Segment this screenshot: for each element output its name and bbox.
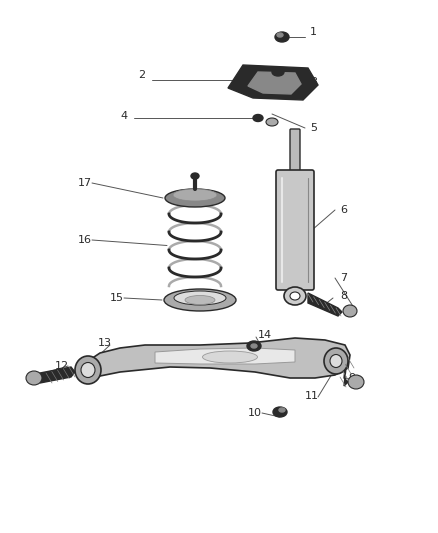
Ellipse shape — [75, 356, 101, 384]
FancyBboxPatch shape — [290, 129, 300, 176]
Text: 13: 13 — [98, 338, 112, 348]
Ellipse shape — [275, 32, 289, 42]
Ellipse shape — [191, 173, 199, 179]
Ellipse shape — [284, 287, 306, 305]
Text: 12: 12 — [55, 361, 69, 371]
Ellipse shape — [324, 348, 348, 374]
Text: 5: 5 — [310, 123, 317, 133]
Ellipse shape — [247, 341, 261, 351]
Ellipse shape — [273, 407, 287, 417]
Ellipse shape — [277, 33, 283, 37]
Text: 14: 14 — [258, 330, 272, 340]
Ellipse shape — [343, 305, 357, 317]
Polygon shape — [248, 72, 301, 94]
Ellipse shape — [279, 408, 285, 412]
Ellipse shape — [164, 289, 236, 311]
Ellipse shape — [202, 351, 258, 363]
Text: 3: 3 — [310, 77, 317, 87]
Text: 17: 17 — [78, 178, 92, 188]
Ellipse shape — [348, 375, 364, 389]
Polygon shape — [228, 65, 318, 100]
Ellipse shape — [290, 292, 300, 300]
Text: 15: 15 — [110, 293, 124, 303]
Ellipse shape — [173, 189, 217, 201]
Text: 9: 9 — [348, 373, 355, 383]
Text: 2: 2 — [138, 70, 145, 80]
Ellipse shape — [185, 295, 215, 304]
FancyBboxPatch shape — [276, 170, 314, 290]
Text: 16: 16 — [78, 235, 92, 245]
Polygon shape — [80, 338, 350, 378]
Ellipse shape — [165, 189, 225, 207]
Ellipse shape — [81, 362, 95, 377]
Text: 10: 10 — [248, 408, 262, 418]
Polygon shape — [344, 358, 348, 386]
Text: 4: 4 — [120, 111, 127, 121]
Ellipse shape — [330, 354, 342, 367]
Text: 11: 11 — [305, 391, 319, 401]
Text: 1: 1 — [310, 27, 317, 37]
Ellipse shape — [253, 115, 263, 122]
Polygon shape — [308, 293, 342, 316]
Ellipse shape — [251, 344, 257, 348]
Text: 8: 8 — [340, 291, 347, 301]
Polygon shape — [155, 348, 295, 364]
Text: 6: 6 — [340, 205, 347, 215]
Polygon shape — [40, 367, 75, 383]
Ellipse shape — [272, 68, 284, 76]
Ellipse shape — [26, 371, 42, 385]
Ellipse shape — [174, 291, 226, 305]
Ellipse shape — [266, 118, 278, 126]
Text: 7: 7 — [340, 273, 347, 283]
